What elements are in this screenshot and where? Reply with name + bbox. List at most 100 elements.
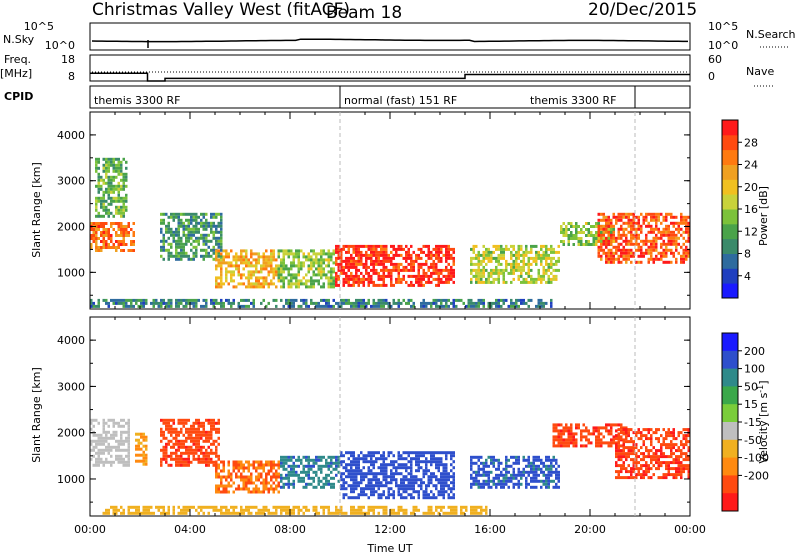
echo-cell	[210, 215, 213, 219]
echo-cell	[90, 442, 93, 446]
echo-cell	[607, 248, 610, 252]
echo-cell	[195, 227, 198, 231]
echo-cell	[545, 271, 548, 275]
echo-cell	[572, 441, 575, 445]
echo-cell	[105, 436, 108, 440]
echo-cell	[205, 298, 208, 302]
echo-cell	[307, 285, 310, 289]
echo-cell	[422, 496, 425, 500]
echo-cell	[175, 254, 178, 258]
echo-cell	[337, 283, 340, 287]
echo-cell	[410, 478, 413, 482]
echo-cell	[195, 212, 198, 216]
echo-cell	[545, 458, 548, 462]
echo-cell	[217, 484, 220, 488]
nave-tick-top: 60	[708, 53, 722, 66]
echo-cell	[400, 493, 403, 497]
echo-cell	[482, 271, 485, 275]
echo-cell	[185, 451, 188, 455]
echo-cell	[440, 271, 443, 275]
echo-cell	[287, 267, 290, 271]
echo-cell	[197, 430, 200, 434]
echo-cell	[535, 479, 538, 483]
echo-cell	[575, 423, 578, 427]
echo-cell	[365, 304, 368, 308]
echo-cell	[97, 222, 100, 225]
echo-cell	[232, 508, 235, 512]
echo-cell	[110, 460, 113, 464]
echo-cell	[350, 283, 353, 287]
echo-cell	[605, 242, 608, 246]
echo-cell	[375, 478, 378, 482]
echo-cell	[272, 472, 275, 476]
echo-cell	[372, 265, 375, 269]
echo-cell	[345, 298, 348, 302]
echo-cell	[160, 457, 163, 461]
echo-cell	[180, 236, 183, 240]
echo-cell	[477, 265, 480, 269]
echo-cell	[177, 439, 180, 443]
echo-cell	[635, 464, 638, 468]
echo-cell	[107, 196, 110, 200]
echo-cell	[597, 254, 600, 258]
echo-cell	[130, 249, 133, 252]
echo-cell	[680, 464, 683, 468]
echo-cell	[550, 256, 553, 260]
echo-cell	[665, 215, 668, 219]
echo-cell	[162, 242, 165, 246]
echo-cell	[170, 254, 173, 258]
echo-cell	[507, 247, 510, 251]
echo-cell	[612, 254, 615, 258]
echo-cell	[677, 242, 680, 246]
echo-cell	[540, 485, 543, 489]
echo-cell	[252, 481, 255, 485]
echo-cell	[670, 233, 673, 237]
echo-cell	[120, 163, 123, 167]
echo-cell	[467, 298, 470, 302]
echo-cell	[280, 508, 283, 512]
echo-cell	[677, 251, 680, 255]
echo-cell	[177, 233, 180, 237]
echo-cell	[650, 251, 653, 255]
echo-cell	[367, 478, 370, 482]
echo-cell	[527, 274, 530, 278]
echo-cell	[552, 274, 555, 278]
echo-cell	[160, 448, 163, 452]
echo-cell	[590, 243, 593, 246]
echo-cell	[477, 298, 480, 302]
power-colorbar-swatch	[722, 194, 738, 210]
echo-cell	[397, 505, 400, 509]
echo-cell	[662, 239, 665, 243]
echo-cell	[205, 242, 208, 246]
echo-cell	[390, 463, 393, 467]
echo-cell	[515, 473, 518, 477]
echo-cell	[502, 268, 505, 272]
echo-cell	[117, 157, 120, 161]
echo-cell	[195, 239, 198, 243]
echo-cell	[547, 482, 550, 486]
echo-cell	[680, 461, 683, 465]
echo-cell	[552, 470, 555, 474]
echo-cell	[405, 475, 408, 479]
echo-cell	[530, 461, 533, 465]
echo-cell	[670, 467, 673, 471]
echo-cell	[195, 298, 198, 302]
echo-cell	[160, 439, 163, 443]
echo-cell	[255, 279, 258, 283]
echo-cell	[345, 475, 348, 479]
echo-cell	[220, 252, 223, 256]
echo-cell	[515, 259, 518, 263]
echo-cell	[375, 484, 378, 488]
echo-cell	[342, 484, 345, 488]
echo-cell	[375, 250, 378, 254]
echo-cell	[190, 218, 193, 222]
echo-cell	[372, 487, 375, 491]
echo-cell	[112, 243, 115, 246]
echo-cell	[607, 441, 610, 445]
echo-cell	[390, 259, 393, 263]
echo-cell	[422, 250, 425, 254]
echo-cell	[100, 448, 103, 452]
power-ylabel: Slant Range [km]	[30, 162, 43, 258]
echo-cell	[630, 452, 633, 456]
echo-cell	[170, 212, 173, 216]
